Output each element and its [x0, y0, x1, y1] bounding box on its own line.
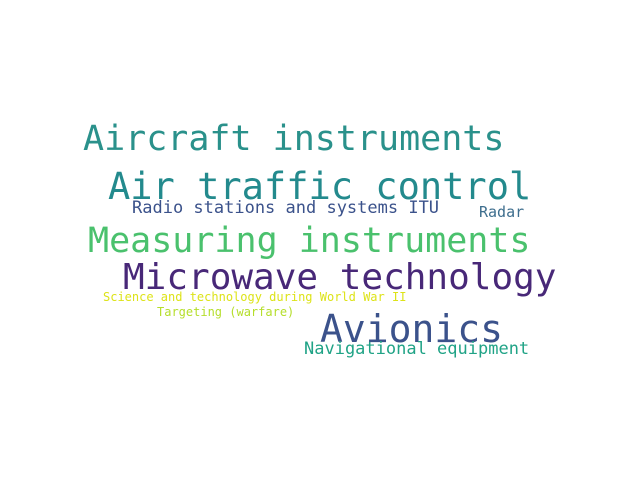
word-avionics: Avionics	[320, 307, 504, 351]
word-measuring-instruments: Measuring instruments	[88, 221, 531, 261]
word-radio-stations-and-systems-itu: Radio stations and systems ITU	[132, 198, 440, 218]
word-radar: Radar	[479, 203, 525, 221]
word-navigational-equipment: Navigational equipment	[304, 339, 530, 359]
word-science-and-technology-during-world-war-ii: Science and technology during World War …	[103, 290, 407, 304]
word-targeting-warfare: Targeting (warfare)	[157, 305, 295, 319]
word-microwave-technology: Microwave technology	[123, 257, 557, 298]
word-air-traffic-control: Air traffic control	[108, 165, 532, 208]
word-aircraft-instruments: Aircraft instruments	[83, 119, 505, 159]
